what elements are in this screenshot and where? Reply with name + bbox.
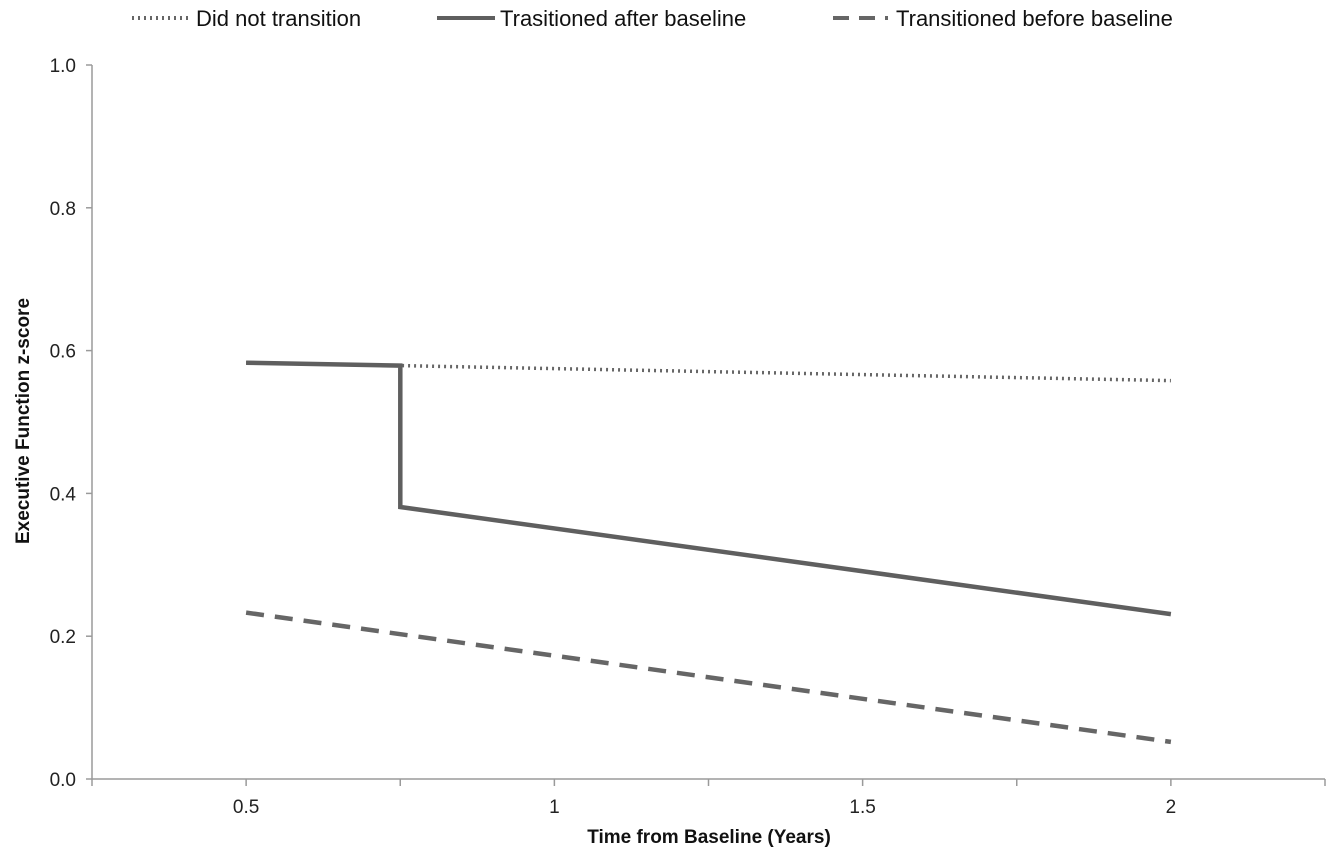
y-tick-label: 0.6: [50, 342, 76, 363]
y-tick-label: 0.4: [50, 484, 77, 505]
legend: Did not transition Trasitioned after bas…: [132, 6, 1173, 31]
axes: 0.0 0.2 0.4 0.6 0.8 1.0 0.5 1 1.5 2: [50, 56, 1326, 818]
y-tick-label: 1.0: [50, 56, 76, 77]
y-tick-label: 0.0: [50, 770, 76, 791]
series-line-transitioned-before-baseline: [245, 610, 1172, 745]
legend-label-did-not-transition: Did not transition: [196, 6, 361, 31]
series-group: [245, 360, 1172, 745]
x-tick-label: 2: [1166, 797, 1177, 818]
legend-label-transitioned-before-baseline: Transitioned before baseline: [896, 6, 1173, 31]
legend-label-transitioned-after-baseline: Trasitioned after baseline: [500, 6, 746, 31]
y-axis-title: Executive Function z-score: [13, 298, 34, 544]
x-axis-title: Time from Baseline (Years): [587, 827, 831, 848]
y-tick-label: 0.2: [50, 627, 76, 648]
x-tick-label: 1.5: [849, 797, 875, 818]
x-tick-label: 1: [549, 797, 560, 818]
x-tick-label: 0.5: [233, 797, 259, 818]
series-line-transitioned-after-baseline: [246, 360, 1172, 617]
y-tick-label: 0.8: [50, 199, 76, 220]
